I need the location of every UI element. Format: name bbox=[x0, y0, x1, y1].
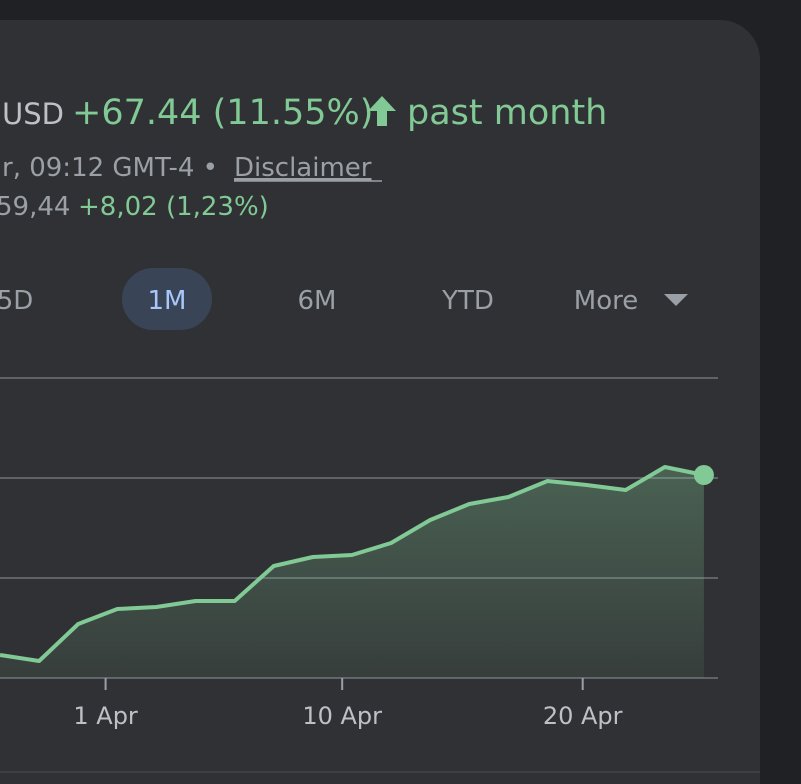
price-line bbox=[0, 465, 705, 663]
x-tick-label: 10 Apr bbox=[302, 702, 382, 730]
period: past month bbox=[407, 93, 607, 133]
range-tab[interactable]: 1M bbox=[148, 286, 187, 316]
disclaimer-link[interactable]: Disclaimer bbox=[234, 153, 372, 183]
area bbox=[0, 467, 704, 678]
after-hours-change: +8,02 (1,23%) bbox=[78, 192, 269, 222]
after-hours-price: 59,44 bbox=[0, 192, 70, 222]
up-arrow bbox=[368, 96, 396, 126]
timestamp: r, 09:12 GMT-4 • bbox=[2, 153, 218, 183]
last-point bbox=[693, 465, 714, 485]
range-tab[interactable]: 5D bbox=[0, 286, 33, 316]
price-change: +67.44 (11.55%) bbox=[72, 93, 373, 133]
range-tab[interactable]: 6M bbox=[298, 286, 337, 316]
range-tabs: 5D 1M 6M YTD More bbox=[0, 268, 638, 330]
dropdown-caret bbox=[664, 294, 688, 306]
range-tab[interactable]: More bbox=[574, 286, 638, 316]
currency: USD bbox=[2, 97, 64, 131]
x-tick-label: 1 Apr bbox=[73, 702, 138, 730]
chart: 1 Apr 10 Apr 20 Apr bbox=[0, 377, 718, 730]
range-tab[interactable]: YTD bbox=[441, 286, 494, 316]
x-tick-label: 20 Apr bbox=[543, 702, 623, 730]
tab-highlight bbox=[122, 268, 212, 330]
